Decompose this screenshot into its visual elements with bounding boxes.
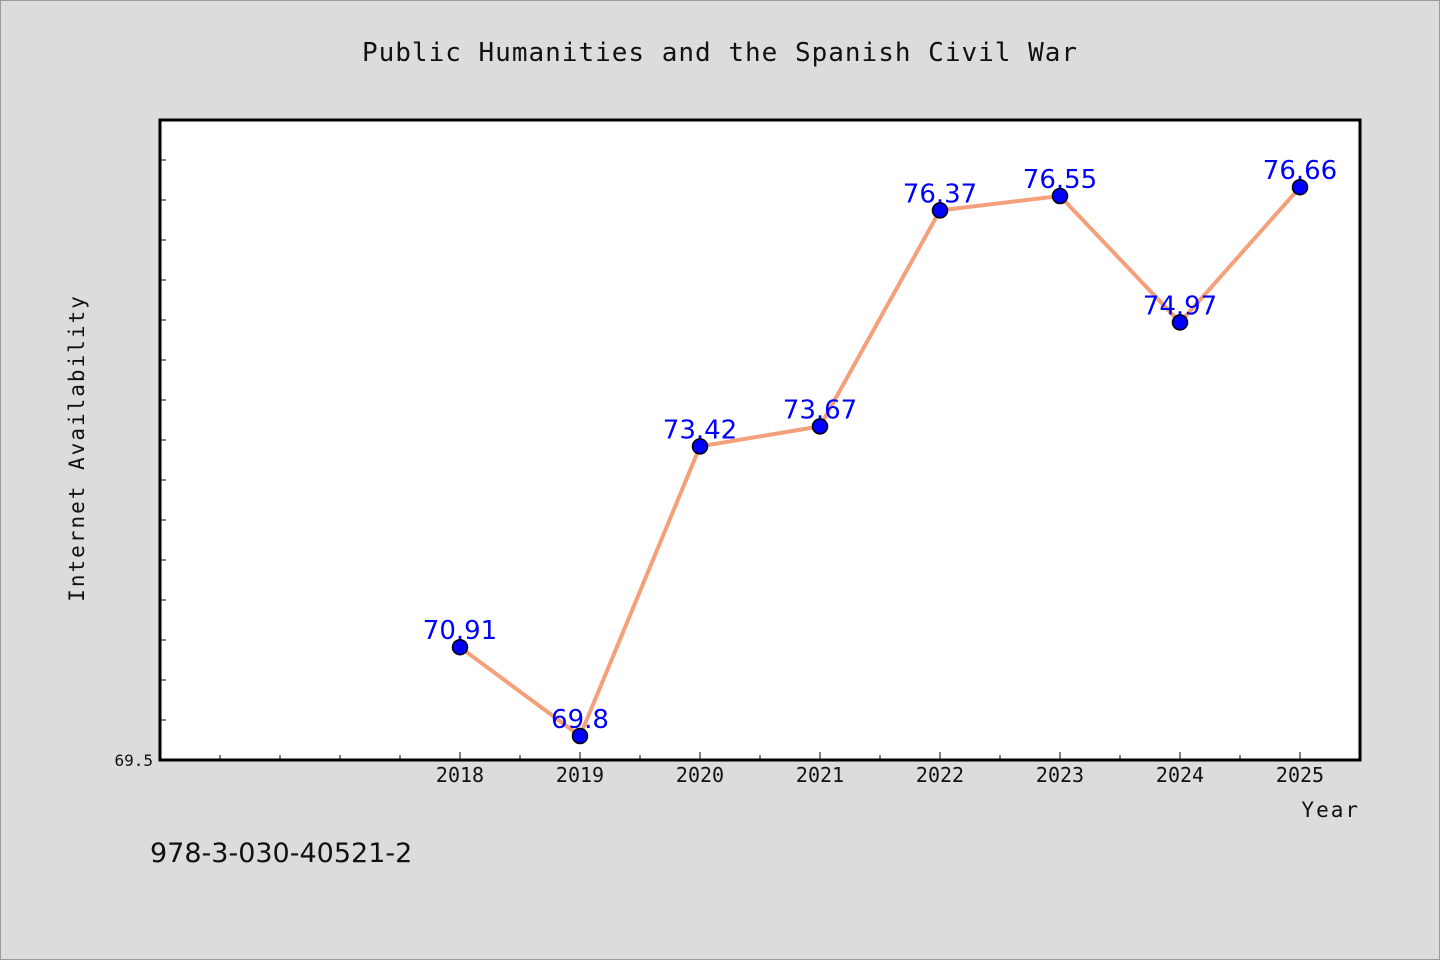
data-point	[811, 418, 829, 435]
x-tick-label: 2022	[916, 763, 964, 787]
x-tick-label: 2021	[796, 763, 844, 787]
y-axis-label: Internet Availability	[65, 294, 89, 602]
plot-area	[160, 120, 1360, 760]
x-tick-label: 2023	[1036, 763, 1084, 787]
footnote-isbn: 978-3-030-40521-2	[150, 838, 412, 869]
x-tick-label: 2024	[1156, 763, 1204, 787]
data-labels: 70.91 69.8 73.42 73.67 76.37 76.55 74.97 76.66	[423, 156, 1337, 735]
data-label: 70.91	[423, 616, 497, 646]
x-tick-label: 2020	[676, 763, 724, 787]
y-axis-min-label: 69.5	[114, 751, 153, 770]
data-label: 69.8	[551, 705, 609, 735]
data-label: 73.42	[663, 415, 737, 445]
x-axis-label: Year	[1301, 798, 1360, 822]
data-label: 76.37	[903, 179, 977, 209]
data-markers	[451, 178, 1309, 745]
data-label: 76.66	[1263, 156, 1337, 186]
data-point	[1291, 178, 1309, 196]
data-point	[1051, 187, 1069, 205]
data-label: 76.55	[1023, 165, 1097, 195]
x-tick-label: 2019	[556, 763, 604, 787]
x-tick-label: 2018	[436, 763, 484, 787]
chart-title: Public Humanities and the Spanish Civil …	[362, 38, 1078, 68]
data-point	[571, 727, 589, 745]
x-axis-ticks: 2018 2019 2020 2021 2022 2023 2024 2025	[219, 752, 1324, 787]
series-line	[458, 185, 1302, 738]
data-point	[451, 638, 469, 656]
data-label: 74.97	[1143, 291, 1217, 321]
data-label: 73.67	[783, 395, 857, 425]
data-point	[691, 438, 709, 455]
data-point	[1171, 314, 1189, 331]
data-point	[931, 202, 949, 219]
plot-border	[158, 118, 1362, 762]
x-tick-label: 2025	[1276, 763, 1324, 787]
